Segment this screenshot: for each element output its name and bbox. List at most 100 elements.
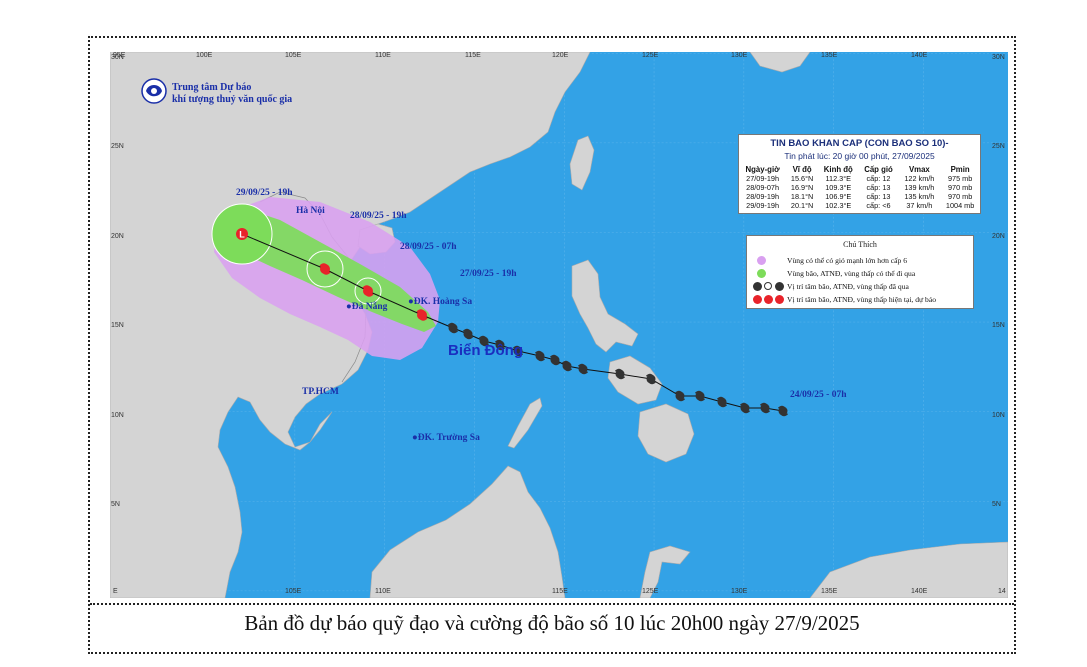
info-cell: 37 km/h [906, 201, 933, 210]
axis-label: 140E [911, 52, 928, 59]
forecast-storm-icon [319, 263, 331, 275]
info-row: 28/09-19h 18.1°N 106.9°E cấp: 13 135 km/h 970… [739, 192, 980, 201]
place-hcm: TP.HCM [302, 387, 339, 397]
label-29-09-19h: 29/09/25 - 19h [236, 188, 293, 198]
header-vmax: Vmax [908, 165, 930, 174]
map-svg: L [110, 52, 1008, 598]
green-circle-icon [753, 268, 787, 278]
info-cell: 970 mb [947, 192, 973, 201]
legend-text: Vùng có thể có gió mạnh lớn hơn cấp 6 [787, 255, 908, 265]
land-palawan [507, 397, 543, 449]
info-issued-time: Tin phát lúc: 20 giờ 00 phút, 27/09/2025 [784, 151, 935, 161]
forecast-low-icon: L [236, 228, 248, 240]
map-caption: Bản đồ dự báo quỹ đạo và cường độ bão số… [244, 611, 860, 635]
axis-label: 20N [992, 233, 1005, 240]
axis-label: 20N [111, 233, 124, 240]
land-taiwan [569, 135, 595, 191]
axis-label: 135E [821, 52, 838, 59]
sea-label: Biển Đông [448, 342, 523, 359]
axis-label: 30N [992, 54, 1005, 61]
axis-label: 5N [111, 501, 120, 508]
info-cell: cấp: 12 [866, 174, 891, 183]
info-cell: 112.3°E [825, 174, 852, 183]
past-storm-icon [739, 402, 751, 414]
info-row: 28/09-07h 16.9°N 109.3°E cấp: 13 139 km/h 970… [739, 183, 980, 192]
past-storm-icon [614, 368, 626, 380]
past-storm-icon [577, 363, 589, 375]
organization-line1: Trung tâm Dự báo [172, 82, 252, 93]
legend-text: Vị trí tâm bão, ATNĐ, vùng thấp đã qua [787, 281, 909, 291]
place-hoangsa: ●ĐK. Hoàng Sa [408, 297, 472, 307]
info-cell: 29/09-19h [746, 201, 780, 210]
axis-label: 110E [375, 588, 391, 595]
axis-label: 10N [111, 412, 124, 419]
past-storm-icon [645, 373, 657, 385]
forecast-circle-28-09-19h [306, 250, 344, 288]
axis-label: 5N [992, 501, 1001, 508]
info-cell: 18.1°N [790, 192, 814, 201]
label-28-09-19h: 28/09/25 - 19h [350, 211, 407, 221]
info-cell: 28/09-07h [746, 183, 780, 192]
land-borneo [369, 465, 566, 598]
land-philippines-mindanao [637, 403, 695, 463]
header-lon: Kinh độ [823, 165, 853, 174]
land-philippines-visayas [607, 355, 663, 405]
axis-label: 25N [992, 143, 1005, 150]
legend-item-past: Vị trí tâm bão, ATNĐ, vùng thấp đã qua [753, 280, 909, 292]
axis-label: 130E [731, 52, 748, 59]
label-28-09-07h: 28/09/25 - 07h [400, 242, 457, 252]
axis-label: 125E [642, 588, 659, 595]
info-cell: cấp: 13 [866, 192, 891, 201]
axis-label: 125E [642, 52, 659, 59]
past-storm-icon [462, 328, 474, 340]
storm-info-box: TIN BAO KHAN CAP (CON BAO SO 10)- Tin ph… [738, 134, 981, 214]
axis-label: 115E [465, 52, 481, 59]
axis-label: E [113, 588, 118, 595]
legend-item-track-zone: Vùng bão, ATNĐ, vùng thấp có thể đi qua [753, 267, 915, 279]
past-storm-icon [674, 390, 686, 402]
place-danang: ●Đà Nẵng [346, 302, 387, 312]
header-wind-level: Cấp gió [864, 165, 893, 174]
info-cell: 135 km/h [904, 192, 935, 201]
past-storm-icons [753, 281, 787, 291]
land-sulawesi [639, 545, 691, 598]
purple-circle-icon [753, 255, 787, 265]
info-cell: 1004 mb [945, 201, 975, 210]
info-cell: 975 mb [947, 174, 973, 183]
place-marker-icon: ● [408, 297, 414, 307]
axis-label: 15N [111, 322, 124, 329]
legend-item-strong-wind: Vùng có thể có gió mạnh lớn hơn cấp 6 [753, 254, 907, 266]
place-marker-icon: ● [346, 302, 352, 312]
info-table-header: Ngày-giờ Vĩ độ Kinh độ Cấp gió Vmax Pmin [739, 165, 980, 174]
axis-label: 30N [111, 54, 124, 61]
past-storm-icon [549, 354, 561, 366]
axis-label: 115E [552, 588, 568, 595]
info-cell: 15.6°N [790, 174, 814, 183]
axis-label: 100E [196, 52, 213, 59]
header-datetime: Ngày-giờ [745, 165, 780, 174]
legend-item-forecast: Vị trí tâm bão, ATNĐ, vùng thấp hiện tại… [753, 293, 936, 305]
legend-text: Vị trí tâm bão, ATNĐ, vùng thấp hiện tại… [787, 294, 937, 304]
axis-label: 135E [821, 588, 838, 595]
info-cell: 27/09-19h [746, 174, 780, 183]
info-cell: 20.1°N [790, 201, 814, 210]
place-truongsa: ●ĐK. Trường Sa [412, 433, 480, 443]
place-hanoi: Hà Nội [296, 206, 325, 216]
forecast-circle-28-09-07h [354, 277, 382, 305]
low-letter: L [239, 230, 245, 240]
past-storm-icon [694, 390, 706, 402]
info-cell: cấp: <6 [866, 201, 891, 210]
info-cell: 122 km/h [904, 174, 935, 183]
past-positions [447, 322, 789, 417]
info-cell: 109.3°E [825, 183, 852, 192]
past-storm-icon [777, 405, 789, 417]
forecast-storm-icons [753, 294, 787, 304]
axis-label: 10N [992, 412, 1005, 419]
axis-label: 110E [375, 52, 391, 59]
forecast-positions: L [236, 228, 428, 321]
organization-name: Trung tâm Dự báo khí tượng thuỷ văn quốc… [172, 82, 292, 106]
axis-label: 95E [113, 52, 126, 59]
header-lat: Vĩ độ [792, 165, 812, 174]
label-27-09-19h: 27/09/25 - 19h [460, 269, 517, 279]
nchmf-logo-icon [138, 77, 170, 109]
